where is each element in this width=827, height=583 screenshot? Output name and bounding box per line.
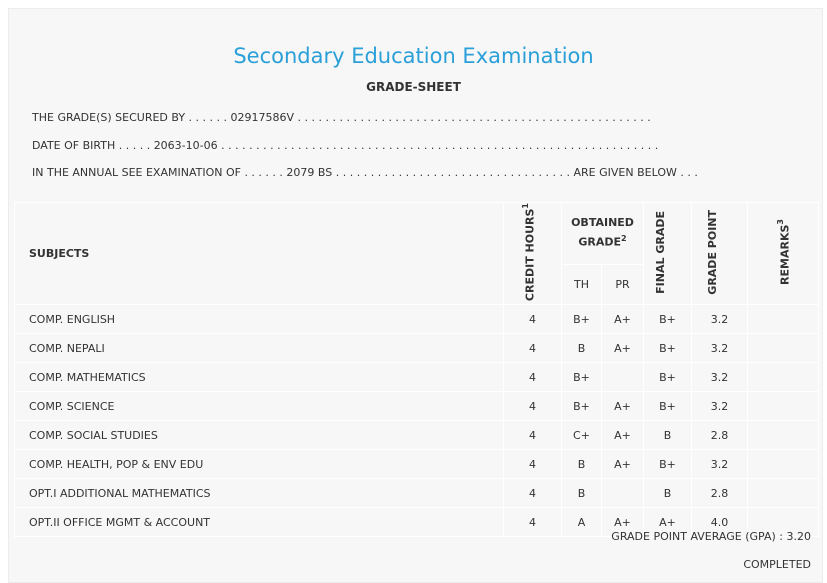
table-row: COMP. MATHEMATICS 4 B+ B+ 3.2 <box>14 362 819 393</box>
header-pr: PR <box>601 263 644 306</box>
table-row: COMP. HEALTH, POP & ENV EDU 4 B A+ B+ 3.2 <box>14 449 819 480</box>
cell-pr: A+ <box>601 420 644 451</box>
cell-point: 3.2 <box>691 449 748 480</box>
dob-line: DATE OF BIRTH . . . . . 2063-10-06 . . .… <box>32 139 658 152</box>
cell-th: B+ <box>561 391 602 422</box>
exam-year: 2079 BS <box>286 166 333 179</box>
page-subtitle: GRADE-SHEET <box>366 80 461 94</box>
gpa-text: GRADE POINT AVERAGE (GPA) : 3.20 <box>611 530 811 543</box>
symbol-number: 02917586V <box>230 111 295 124</box>
grades-table: SUBJECTS CREDIT HOURS1 OBTAINED GRADE2 F… <box>14 201 819 538</box>
header-remarks: REMARKS3 <box>747 201 819 306</box>
cell-th: B <box>561 478 602 509</box>
cell-subject: COMP. ENGLISH <box>14 304 504 335</box>
cell-point: 2.8 <box>691 478 748 509</box>
cell-credit: 4 <box>503 362 562 393</box>
cell-pr <box>601 478 644 509</box>
secured-by-dots: . . . . . . . . . . . . . . . . . . . . … <box>297 111 651 124</box>
cell-credit: 4 <box>503 391 562 422</box>
cell-credit: 4 <box>503 449 562 480</box>
cell-remarks <box>747 391 819 422</box>
header-obtained-grade: OBTAINED GRADE2 <box>561 202 644 265</box>
cell-subject: OPT.I ADDITIONAL MATHEMATICS <box>14 478 504 509</box>
cell-pr: A+ <box>601 333 644 364</box>
cell-remarks <box>747 449 819 480</box>
cell-th: B <box>561 333 602 364</box>
cell-subject: OPT.II OFFICE MGMT & ACCOUNT <box>14 507 504 538</box>
secured-by-label: THE GRADE(S) SECURED BY . . . . . . <box>32 111 228 124</box>
cell-final: B+ <box>643 333 692 364</box>
dob-dots: . . . . . . . . . . . . . . . . . . . . … <box>221 139 659 152</box>
summary-area <box>14 507 817 580</box>
cell-credit: 4 <box>503 478 562 509</box>
cell-subject: COMP. MATHEMATICS <box>14 362 504 393</box>
exam-line: IN THE ANNUAL SEE EXAMINATION OF . . . .… <box>32 166 698 179</box>
cell-remarks <box>747 507 819 538</box>
exam-dots: . . . . . . . . . . . . . . . . . . . . … <box>335 166 698 179</box>
table-row: COMP. SOCIAL STUDIES 4 C+ A+ B 2.8 <box>14 420 819 451</box>
cell-pr <box>601 362 644 393</box>
table-row: COMP. SCIENCE 4 B+ A+ B+ 3.2 <box>14 391 819 422</box>
result-status: COMPLETED <box>743 558 811 571</box>
cell-final: B+ <box>643 304 692 335</box>
cell-th: B+ <box>561 304 602 335</box>
table-row: COMP. NEPALI 4 B A+ B+ 3.2 <box>14 333 819 364</box>
cell-point: 3.2 <box>691 304 748 335</box>
dob-label: DATE OF BIRTH . . . . . <box>32 139 151 152</box>
cell-subject: COMP. SOCIAL STUDIES <box>14 420 504 451</box>
cell-point: 3.2 <box>691 362 748 393</box>
cell-remarks <box>747 304 819 335</box>
cell-credit: 4 <box>503 420 562 451</box>
cell-point: 2.8 <box>691 420 748 451</box>
page-title: Secondary Education Examination <box>233 44 594 68</box>
cell-point: 3.2 <box>691 391 748 422</box>
cell-th: B <box>561 449 602 480</box>
cell-th: A <box>561 507 602 538</box>
dob-value: 2063-10-06 <box>153 139 218 152</box>
cell-final: B+ <box>643 449 692 480</box>
cell-final: B+ <box>643 391 692 422</box>
cell-remarks <box>747 333 819 364</box>
header-grade-point: GRADE POINT <box>691 201 748 306</box>
cell-final: B <box>643 478 692 509</box>
cell-remarks <box>747 362 819 393</box>
cell-subject: COMP. NEPALI <box>14 333 504 364</box>
cell-point: 4.0 <box>691 507 748 538</box>
cell-point: 3.2 <box>691 333 748 364</box>
cell-remarks <box>747 478 819 509</box>
cell-credit: 4 <box>503 333 562 364</box>
header-th: TH <box>561 263 602 306</box>
exam-label: IN THE ANNUAL SEE EXAMINATION OF . . . .… <box>32 166 283 179</box>
header-final-grade: FINAL GRADE <box>643 201 692 306</box>
cell-th: B+ <box>561 362 602 393</box>
table-row: OPT.I ADDITIONAL MATHEMATICS 4 B B 2.8 <box>14 478 819 509</box>
table-row: COMP. ENGLISH 4 B+ A+ B+ 3.2 <box>14 304 819 335</box>
header-credit-hours: CREDIT HOURS1 <box>503 201 562 306</box>
cell-final: B <box>643 420 692 451</box>
secured-by-line: THE GRADE(S) SECURED BY . . . . . . 0291… <box>32 111 651 124</box>
cell-pr: A+ <box>601 304 644 335</box>
cell-remarks <box>747 420 819 451</box>
cell-pr: A+ <box>601 449 644 480</box>
table-row: OPT.II OFFICE MGMT & ACCOUNT 4 A A+ A+ 4.0 <box>14 507 819 538</box>
cell-credit: 4 <box>503 304 562 335</box>
cell-pr: A+ <box>601 507 644 538</box>
cell-subject: COMP. SCIENCE <box>14 391 504 422</box>
cell-subject: COMP. HEALTH, POP & ENV EDU <box>14 449 504 480</box>
cell-th: C+ <box>561 420 602 451</box>
cell-final: B+ <box>643 362 692 393</box>
cell-credit: 4 <box>503 507 562 538</box>
header-subjects: SUBJECTS <box>14 201 504 306</box>
cell-pr: A+ <box>601 391 644 422</box>
